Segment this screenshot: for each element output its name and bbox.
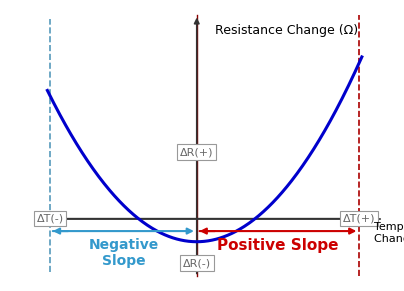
Text: Resistance Change (Ω): Resistance Change (Ω) [215, 24, 358, 37]
Text: ΔT(-): ΔT(-) [36, 214, 63, 224]
Text: ΔT(+): ΔT(+) [343, 214, 375, 224]
Text: Temperature
Change (°C): Temperature Change (°C) [374, 222, 404, 244]
Text: ΔR(-): ΔR(-) [183, 258, 211, 268]
Text: Positive Slope: Positive Slope [217, 238, 339, 253]
Text: Negative
Slope: Negative Slope [88, 238, 158, 268]
Text: ΔR(+): ΔR(+) [180, 147, 213, 157]
